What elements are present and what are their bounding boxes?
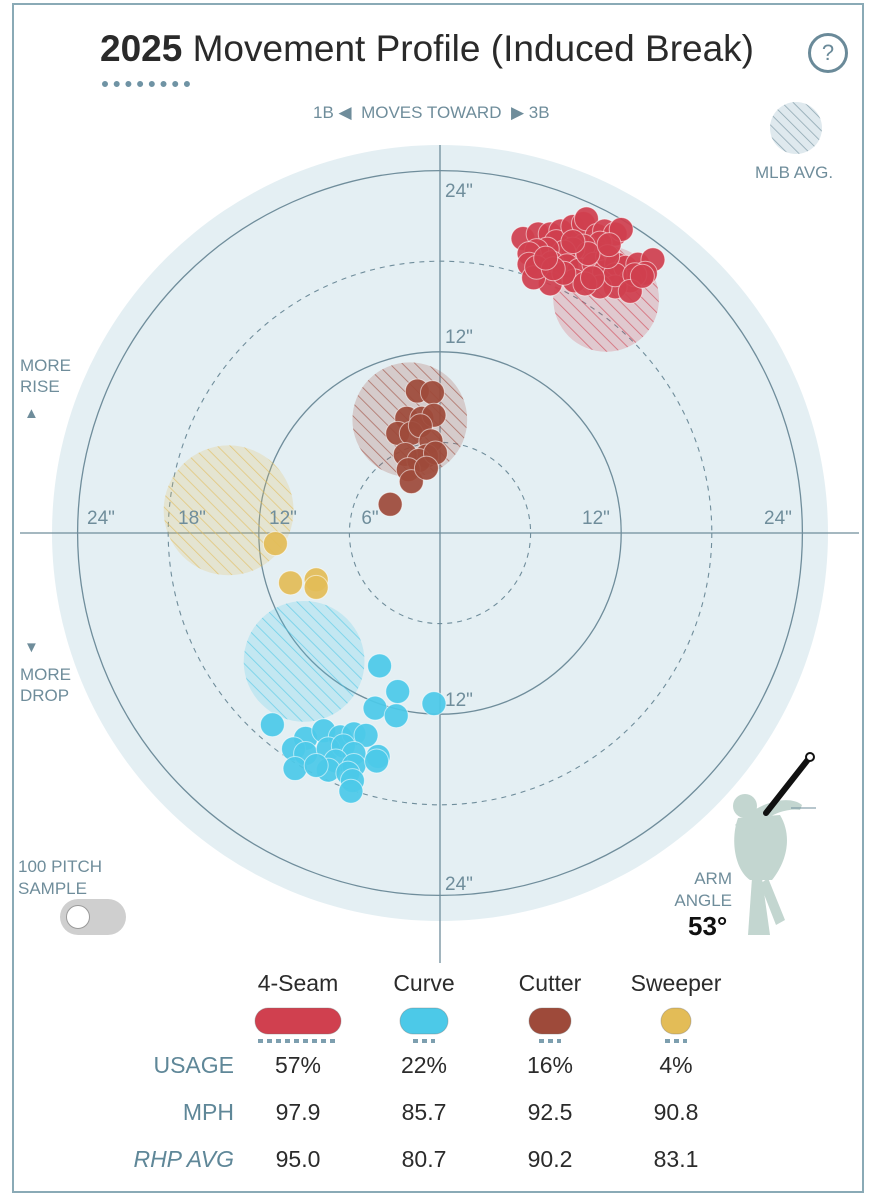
more-drop-line1: MORE bbox=[20, 665, 71, 684]
rhp-avg-row-label: RHP AVG bbox=[133, 1146, 234, 1172]
card-frame bbox=[12, 3, 864, 1193]
pitch-point-curve bbox=[338, 778, 364, 804]
pitch-point-4-seam bbox=[560, 229, 586, 255]
title-text: Movement Profile (Induced Break) bbox=[182, 28, 755, 69]
pitch-point-curve bbox=[362, 695, 388, 721]
title-year: 2025 bbox=[100, 28, 183, 69]
pitch-point-4-seam bbox=[629, 263, 655, 289]
pitch-point-sweeper bbox=[262, 531, 288, 557]
pitch-point-4-seam bbox=[596, 232, 622, 258]
arm-angle-line2: ANGLE bbox=[674, 891, 732, 910]
label-3b: 3B bbox=[528, 103, 550, 122]
usage-cutter: 16% bbox=[526, 1052, 574, 1078]
moves-toward-label: MOVES TOWARD bbox=[361, 103, 502, 122]
pitch-point-cutter bbox=[419, 380, 445, 406]
mph-cutter: 92.5 bbox=[527, 1099, 573, 1125]
moves-toward-1b: 1B ◀ MOVES TOWARD ▶ 3B bbox=[313, 103, 550, 123]
left-arrow-icon: ◀ bbox=[338, 103, 352, 122]
ring-label-left18: 18" bbox=[178, 508, 206, 529]
more-rise-line2: RISE bbox=[20, 377, 60, 396]
pitch-point-curve bbox=[364, 748, 390, 774]
mph-sweeper: 90.8 bbox=[653, 1099, 699, 1125]
usage-row-label: USAGE bbox=[153, 1052, 234, 1078]
usage-curve: 22% bbox=[400, 1052, 448, 1078]
pitch-point-curve bbox=[353, 722, 379, 748]
legend-curve[interactable]: Curve bbox=[354, 970, 494, 997]
pitch-point-4-seam bbox=[533, 245, 559, 271]
legend-swatch-cutter bbox=[528, 1007, 572, 1035]
ring-label-right12: 12" bbox=[582, 508, 610, 529]
mph-row-label: MPH bbox=[182, 1099, 234, 1125]
down-arrow-icon: ▼ bbox=[24, 639, 39, 656]
page-title: 2025 Movement Profile (Induced Break) bbox=[100, 28, 754, 70]
legend-4seam[interactable]: 4-Seam bbox=[228, 970, 368, 997]
ring-label-top24: 24" bbox=[445, 181, 473, 202]
legend-sweeper[interactable]: Sweeper bbox=[606, 970, 746, 997]
legend-swatch-4-seam bbox=[254, 1007, 342, 1035]
arm-angle-label: ARM ANGLE bbox=[672, 868, 732, 912]
pitch-point-4-seam bbox=[580, 265, 606, 291]
ring-label-left24: 24" bbox=[87, 508, 115, 529]
rhp-avg-curve: 80.7 bbox=[401, 1146, 447, 1172]
pitch-point-curve bbox=[385, 679, 411, 705]
legend-swatch-sweeper bbox=[660, 1007, 692, 1035]
up-arrow-icon: ▲ bbox=[24, 405, 39, 422]
pitch-point-sweeper bbox=[303, 574, 329, 600]
title-underline bbox=[102, 81, 190, 87]
pitch-point-curve bbox=[383, 703, 409, 729]
pitch-point-cutter bbox=[377, 491, 403, 517]
legend-name: Sweeper bbox=[630, 970, 722, 996]
pitch-point-cutter bbox=[413, 455, 439, 481]
ring-label-bottom12: 12" bbox=[445, 690, 473, 711]
ring-label-left6: 6" bbox=[361, 508, 378, 529]
mlb-avg-legend-icon bbox=[770, 102, 822, 154]
more-rise-label: MORE RISE ▲ bbox=[20, 355, 71, 424]
mph-curve: 85.7 bbox=[401, 1099, 447, 1125]
more-rise-line1: MORE bbox=[20, 356, 71, 375]
usage-sweeper: 4% bbox=[659, 1052, 693, 1078]
pitch-point-curve bbox=[282, 756, 308, 782]
help-icon[interactable]: ? bbox=[808, 33, 848, 73]
label-1b: 1B bbox=[313, 103, 334, 122]
legend-name: Curve bbox=[393, 970, 455, 996]
more-drop-label: ▼ MORE DROP bbox=[20, 637, 71, 706]
legend-swatch-curve bbox=[399, 1007, 449, 1035]
sample-label-line1: 100 PITCH bbox=[18, 857, 103, 876]
rhp-avg-cutter: 90.2 bbox=[527, 1146, 573, 1172]
legend-name: Cutter bbox=[518, 970, 582, 996]
arm-angle-value: 53° bbox=[688, 911, 728, 941]
rhp-avg-sweeper: 83.1 bbox=[653, 1146, 699, 1172]
pitch-point-curve bbox=[367, 653, 393, 679]
pitch-point-curve bbox=[421, 691, 447, 717]
ring-label-right24: 24" bbox=[764, 508, 792, 529]
rhp-avg-4seam: 95.0 bbox=[275, 1146, 321, 1172]
ring-label-left12: 12" bbox=[269, 508, 297, 529]
pitch-sample-toggle[interactable] bbox=[60, 899, 126, 935]
pitch-point-sweeper bbox=[278, 570, 304, 596]
ring-label-bottom24: 24" bbox=[445, 874, 473, 895]
mlb-avg-curve bbox=[243, 600, 365, 722]
usage-4seam: 57% bbox=[274, 1052, 322, 1078]
toggle-knob bbox=[66, 905, 90, 929]
mlb-avg-sweeper bbox=[163, 445, 294, 576]
pitch-point-curve bbox=[259, 712, 285, 738]
mlb-avg-label: MLB AVG. bbox=[755, 163, 834, 182]
legend-cutter[interactable]: Cutter bbox=[480, 970, 620, 997]
sample-label-line2: SAMPLE bbox=[18, 879, 87, 898]
legend-name: 4-Seam bbox=[257, 970, 339, 996]
sample-label: 100 PITCH SAMPLE bbox=[18, 856, 102, 900]
mph-4seam: 97.9 bbox=[275, 1099, 321, 1125]
pitch-point-curve bbox=[303, 753, 329, 779]
arm-angle-line1: ARM bbox=[694, 869, 732, 888]
more-drop-line2: DROP bbox=[20, 686, 70, 705]
ring-label-top12: 12" bbox=[445, 327, 473, 348]
right-arrow-icon: ▶ bbox=[510, 103, 525, 122]
pitcher-arm-angle-icon bbox=[733, 752, 816, 935]
